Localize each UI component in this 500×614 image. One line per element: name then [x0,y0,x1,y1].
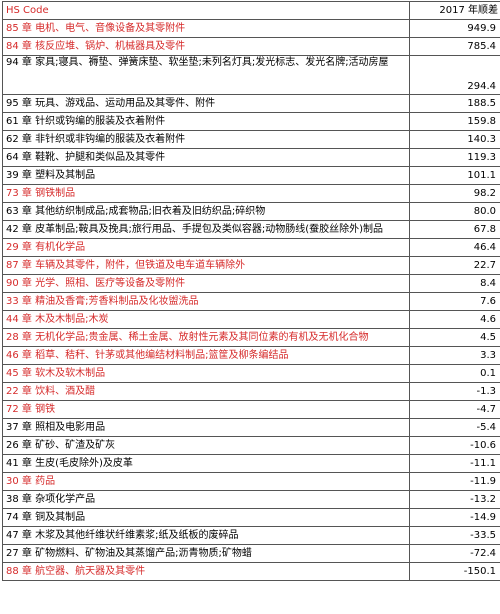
surplus-value-cell: 294.4 [409,55,500,95]
table-row: 61 章 针织或钩编的服装及衣着附件 159.8 [2,112,500,131]
hs-chapter-cell: 74 章 铜及其制品 [2,508,410,527]
table-row: 87 章 车辆及其零件，附件，但铁道及电车道车辆除外 22.7 [2,256,500,275]
hs-chapter-cell: 73 章 钢铁制品 [2,184,410,203]
surplus-value-cell: 101.1 [409,166,500,185]
table-row: 88 章 航空器、航天器及其零件 -150.1 [2,562,500,581]
hs-chapter-cell: 42 章 皮革制品;鞍具及挽具;旅行用品、手提包及类似容器;动物肠线(蚕胶丝除外… [2,220,410,239]
table-header-row: HS Code 2017 年顺差 [2,1,500,20]
hs-chapter-cell: 22 章 饮料、酒及醋 [2,382,410,401]
table-row: 84 章 核反应堆、锅炉、机械器具及零件 785.4 [2,37,500,56]
hs-chapter-cell: 46 章 稻草、秸秆、针茅或其他编结材料制品;篮筐及柳条编结品 [2,346,410,365]
table-row: 90 章 光学、照相、医疗等设备及零附件 8.4 [2,274,500,293]
surplus-value-cell: -10.6 [409,436,500,455]
table-row: 46 章 稻草、秸秆、针茅或其他编结材料制品;篮筐及柳条编结品 3.3 [2,346,500,365]
surplus-value-cell: 188.5 [409,94,500,113]
surplus-value-cell: -33.5 [409,526,500,545]
surplus-value-cell: -5.4 [409,418,500,437]
hs-chapter-cell: 95 章 玩具、游戏品、运动用品及其零件、附件 [2,94,410,113]
table-row: 42 章 皮革制品;鞍具及挽具;旅行用品、手提包及类似容器;动物肠线(蚕胶丝除外… [2,220,500,239]
hs-chapter-cell: 37 章 照相及电影用品 [2,418,410,437]
hs-chapter-cell: 64 章 鞋靴、护腿和类似品及其零件 [2,148,410,167]
hs-chapter-cell: 44 章 木及木制品;木炭 [2,310,410,329]
surplus-value-cell: -11.9 [409,472,500,491]
hs-chapter-cell: 94 章 家具;寝具、褥垫、弹簧床垫、软坐垫;未列名灯具;发光标志、发光名牌;活… [2,55,410,95]
table-row: 38 章 杂项化学产品 -13.2 [2,490,500,509]
surplus-value-cell: 46.4 [409,238,500,257]
table-row: 30 章 药品 -11.9 [2,472,500,491]
table-row: 29 章 有机化学品 46.4 [2,238,500,257]
table-row: 37 章 照相及电影用品 -5.4 [2,418,500,437]
surplus-value-cell: 4.5 [409,328,500,347]
table-row: 28 章 无机化学品;贵金属、稀土金属、放射性元素及其同位素的有机及无机化合物 4… [2,328,500,347]
header-2017-surplus: 2017 年顺差 [409,1,500,20]
hs-chapter-cell: 26 章 矿砂、矿渣及矿灰 [2,436,410,455]
table-row: 47 章 木浆及其他纤维状纤维素浆;纸及纸板的废碎品 -33.5 [2,526,500,545]
surplus-value-cell: -150.1 [409,562,500,581]
surplus-value-cell: 785.4 [409,37,500,56]
hs-chapter-cell: 85 章 电机、电气、音像设备及其零附件 [2,19,410,38]
table-row: 62 章 非针织或非钩编的服装及衣着附件 140.3 [2,130,500,149]
header-hs-code: HS Code [2,1,410,20]
table-row: 26 章 矿砂、矿渣及矿灰 -10.6 [2,436,500,455]
table-row: 63 章 其他纺织制成品;成套物品;旧衣着及旧纺织品;碎织物 80.0 [2,202,500,221]
surplus-value-cell: 98.2 [409,184,500,203]
hs-chapter-cell: 72 章 钢铁 [2,400,410,419]
surplus-value-cell: 80.0 [409,202,500,221]
table-row: 45 章 软木及软木制品 0.1 [2,364,500,383]
hs-chapter-cell: 39 章 塑料及其制品 [2,166,410,185]
surplus-value-cell: 3.3 [409,346,500,365]
hs-chapter-cell: 63 章 其他纺织制成品;成套物品;旧衣着及旧纺织品;碎织物 [2,202,410,221]
surplus-value-cell: -11.1 [409,454,500,473]
surplus-value-cell: -1.3 [409,382,500,401]
surplus-value-cell: 22.7 [409,256,500,275]
table-row: 73 章 钢铁制品 98.2 [2,184,500,203]
table-row: 95 章 玩具、游戏品、运动用品及其零件、附件 188.5 [2,94,500,113]
table-row: 22 章 饮料、酒及醋 -1.3 [2,382,500,401]
hs-chapter-cell: 61 章 针织或钩编的服装及衣着附件 [2,112,410,131]
table-body: HS Code 2017 年顺差 85 章 电机、电气、音像设备及其零附件 949… [2,1,500,581]
hs-chapter-cell: 28 章 无机化学品;贵金属、稀土金属、放射性元素及其同位素的有机及无机化合物 [2,328,410,347]
surplus-value-cell: 0.1 [409,364,500,383]
hs-chapter-cell: 33 章 精油及香膏;芳香料制品及化妆盥洗品 [2,292,410,311]
surplus-value-cell: 949.9 [409,19,500,38]
trade-surplus-table: HS Code 2017 年顺差 85 章 电机、电气、音像设备及其零附件 949… [2,1,500,581]
surplus-value-cell: -14.9 [409,508,500,527]
hs-chapter-cell: 47 章 木浆及其他纤维状纤维素浆;纸及纸板的废碎品 [2,526,410,545]
table-row: 64 章 鞋靴、护腿和类似品及其零件 119.3 [2,148,500,167]
table-row: 94 章 家具;寝具、褥垫、弹簧床垫、软坐垫;未列名灯具;发光标志、发光名牌;活… [2,55,500,95]
surplus-value-cell: 67.8 [409,220,500,239]
hs-chapter-cell: 62 章 非针织或非钩编的服装及衣着附件 [2,130,410,149]
hs-chapter-cell: 45 章 软木及软木制品 [2,364,410,383]
table-row: 74 章 铜及其制品 -14.9 [2,508,500,527]
surplus-value-cell: 140.3 [409,130,500,149]
hs-chapter-cell: 29 章 有机化学品 [2,238,410,257]
surplus-value-cell: -72.4 [409,544,500,563]
surplus-value-cell: 7.6 [409,292,500,311]
table-row: 72 章 钢铁 -4.7 [2,400,500,419]
table-row: 41 章 生皮(毛皮除外)及皮革 -11.1 [2,454,500,473]
hs-chapter-cell: 38 章 杂项化学产品 [2,490,410,509]
hs-chapter-cell: 87 章 车辆及其零件，附件，但铁道及电车道车辆除外 [2,256,410,275]
hs-chapter-cell: 30 章 药品 [2,472,410,491]
table-row: 33 章 精油及香膏;芳香料制品及化妆盥洗品 7.6 [2,292,500,311]
hs-chapter-cell: 90 章 光学、照相、医疗等设备及零附件 [2,274,410,293]
surplus-value-cell: -4.7 [409,400,500,419]
hs-chapter-cell: 41 章 生皮(毛皮除外)及皮革 [2,454,410,473]
hs-chapter-cell: 84 章 核反应堆、锅炉、机械器具及零件 [2,37,410,56]
surplus-value-cell: -13.2 [409,490,500,509]
table-row: 85 章 电机、电气、音像设备及其零附件 949.9 [2,19,500,38]
surplus-value-cell: 159.8 [409,112,500,131]
table-row: 39 章 塑料及其制品 101.1 [2,166,500,185]
table-row: 27 章 矿物燃料、矿物油及其蒸馏产品;沥青物质;矿物蜡 -72.4 [2,544,500,563]
surplus-value-cell: 4.6 [409,310,500,329]
hs-chapter-cell: 27 章 矿物燃料、矿物油及其蒸馏产品;沥青物质;矿物蜡 [2,544,410,563]
surplus-value-cell: 8.4 [409,274,500,293]
hs-chapter-cell: 88 章 航空器、航天器及其零件 [2,562,410,581]
table-row: 44 章 木及木制品;木炭 4.6 [2,310,500,329]
surplus-value-cell: 119.3 [409,148,500,167]
